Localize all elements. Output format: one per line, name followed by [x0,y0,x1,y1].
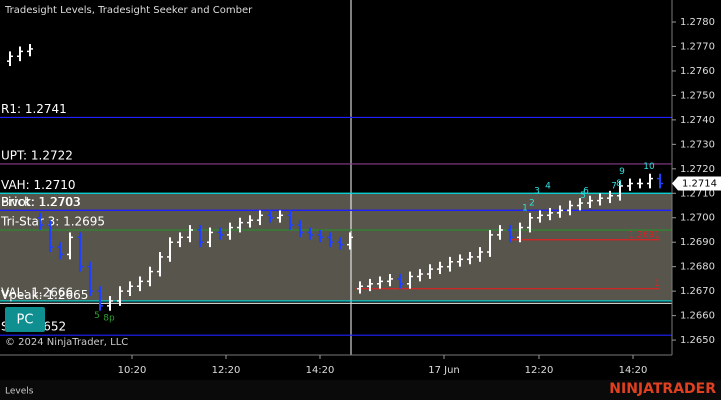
x-tick-label: 10:20 [118,365,147,376]
brand-logo: NINJATRADER [609,381,716,397]
seeker-count: 3 [534,186,540,196]
y-tick-label: 1.2690 [680,237,715,248]
pc-button[interactable] [5,307,45,332]
seeker-count: 9 [619,167,625,177]
y-tick-label: 1.2650 [680,335,715,346]
seeker-count: 5 [580,191,586,201]
y-tick-label: 1.2680 [680,262,715,273]
y-tick-label: 1.2720 [680,164,715,175]
plot-area: R1: 1.2741 UPT: 1.2722 VAH: 1.2710 Brick: 1… [0,0,672,355]
level-label: Tri-Star 3: 1.2695 [0,214,105,228]
level-label: R1: 1.2741 [1,102,67,116]
value-area [0,193,672,301]
seeker-count: 8p [103,314,115,324]
y-tick-label: 1.2660 [680,311,715,322]
tab-label[interactable]: Levels [5,387,34,397]
seeker-count: 4 [545,181,551,191]
y-tick-label: 1.2670 [680,286,715,297]
y-tick-label: 1.2750 [680,90,715,101]
x-tick-label: 14:20 [619,365,648,376]
x-tick-label: 14:20 [306,365,335,376]
tab-bar [0,380,721,400]
x-tick-label: 12:20 [212,365,241,376]
copyright: © 2024 NinjaTrader, LLC [5,337,128,348]
y-tick-label: 1.2780 [680,17,715,28]
level-label: Brick: 1.2703 [1,195,81,209]
seeker-count: 10 [643,162,655,172]
x-tick-label: 12:20 [525,365,554,376]
seeker-count: 6 [583,186,589,196]
y-tick-label: 1.2730 [680,139,715,150]
y-tick-label: 1.2710 [680,188,715,199]
red-level-label: 1.2691 [629,230,661,240]
level-label: UPT: 1.2722 [1,148,73,162]
red-level-label: 1 [654,279,660,289]
level-label: Pivot: 1.2703 [1,195,80,209]
price-marker [672,176,721,191]
y-tick-label: 1.2770 [680,41,715,52]
level-label: Vpeak: 1.2665 [1,288,88,302]
seeker-count: 5 [94,311,100,321]
y-tick-label: 1.2740 [680,115,715,126]
seeker-count: 7 [611,181,617,191]
chart-title: Tradesight Levels, Tradesight Seeker and… [4,5,253,16]
y-tick-label: 1.2700 [680,213,715,224]
seeker-count: 1 [522,203,528,213]
y-tick-label: 1.2760 [680,66,715,77]
seeker-count: 8 [616,179,622,189]
price-marker-label: 1.2714 [682,178,717,189]
level-label: VAH: 1.2710 [1,178,76,192]
pc-button-label[interactable]: PC [17,313,34,328]
x-tick-label: 17 Jun [428,365,460,376]
level-label: VAL: 1.2666 [1,285,73,299]
seeker-count: 2 [529,199,535,209]
